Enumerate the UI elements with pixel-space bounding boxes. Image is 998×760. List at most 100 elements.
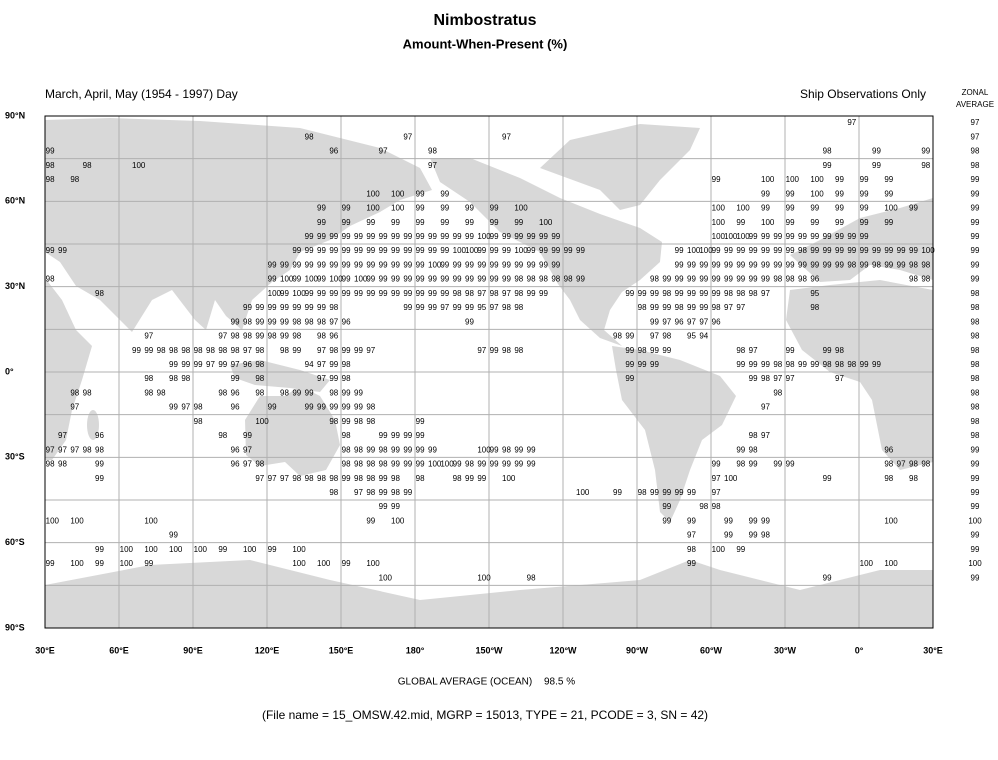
cell-value: 98	[305, 317, 314, 326]
cell-value: 100	[366, 204, 380, 213]
zonal-value: 99	[971, 246, 980, 255]
cell-value: 98	[786, 360, 795, 369]
zonal-value: 99	[971, 502, 980, 511]
cell-value: 98	[502, 445, 511, 454]
cell-value: 99	[749, 246, 758, 255]
cell-value: 99	[761, 260, 770, 269]
cell-value: 99	[490, 218, 499, 227]
cell-value: 98	[823, 147, 832, 156]
cell-value: 100	[144, 545, 158, 554]
cell-value: 100	[120, 559, 134, 568]
cell-value: 99	[724, 246, 733, 255]
cell-value: 99	[453, 275, 462, 284]
cell-value: 100	[884, 516, 898, 525]
cell-value: 98	[551, 275, 560, 284]
cell-value: 98	[292, 332, 301, 341]
cell-value: 99	[736, 246, 745, 255]
cell-value: 99	[354, 388, 363, 397]
cell-value: 99	[884, 218, 893, 227]
cell-value: 98	[46, 161, 55, 170]
cell-value: 97	[329, 317, 338, 326]
grid	[44, 115, 934, 629]
cell-value: 97	[786, 374, 795, 383]
cell-value: 99	[329, 360, 338, 369]
cell-value: 100	[169, 545, 183, 554]
cell-value: 98	[712, 303, 721, 312]
zonal-value: 97	[971, 132, 980, 141]
cell-value: 98	[317, 474, 326, 483]
cell-value: 98	[95, 289, 104, 298]
cell-value: 99	[243, 431, 252, 440]
cell-value: 99	[342, 559, 351, 568]
y-tick-label: 0°	[5, 366, 14, 376]
cell-value: 99	[169, 531, 178, 540]
cell-value: 99	[835, 204, 844, 213]
cell-value: 99	[514, 445, 523, 454]
cell-value: 99	[342, 417, 351, 426]
cell-value: 97	[243, 445, 252, 454]
cell-value: 100	[144, 516, 158, 525]
cell-value: 99	[379, 232, 388, 241]
cell-value: 97	[70, 403, 79, 412]
cell-value: 99	[823, 346, 832, 355]
cell-value: 99	[490, 460, 499, 469]
cell-value: 99	[810, 260, 819, 269]
cell-value: 99	[798, 232, 807, 241]
cell-value: 99	[305, 246, 314, 255]
cell-value: 98	[354, 417, 363, 426]
cell-value: 99	[366, 275, 375, 284]
cell-value: 99	[255, 303, 264, 312]
cell-value: 98	[329, 474, 338, 483]
cell-value: 98	[255, 346, 264, 355]
cell-value: 99	[440, 232, 449, 241]
cell-value: 100	[860, 559, 874, 568]
cell-value: 99	[810, 232, 819, 241]
cell-value: 97	[650, 332, 659, 341]
cell-value: 99	[687, 289, 696, 298]
cell-value: 99	[342, 232, 351, 241]
cell-value: 99	[379, 289, 388, 298]
x-tick-label: 180°	[406, 645, 425, 655]
cell-value: 97	[218, 332, 227, 341]
australia	[245, 386, 340, 476]
cell-value: 99	[354, 403, 363, 412]
cell-value: 99	[292, 275, 301, 284]
zonal-value: 98	[971, 403, 980, 412]
cell-value: 99	[835, 218, 844, 227]
cell-value: 99	[465, 303, 474, 312]
cell-value: 99	[712, 275, 721, 284]
cell-value: 98	[329, 303, 338, 312]
cell-value: 97	[317, 360, 326, 369]
subtitle: Amount-When-Present (%)	[403, 36, 568, 51]
cell-value: 99	[329, 232, 338, 241]
cell-value: 99	[305, 289, 314, 298]
cell-value: 97	[206, 360, 215, 369]
cell-value: 97	[699, 317, 708, 326]
cell-value: 95	[687, 332, 696, 341]
cell-value: 98	[749, 431, 758, 440]
cell-value: 99	[440, 289, 449, 298]
cell-value: 99	[786, 460, 795, 469]
cell-value: 99	[391, 460, 400, 469]
cell-value: 99	[761, 360, 770, 369]
zonal-value: 99	[971, 260, 980, 269]
cell-value: 99	[231, 317, 240, 326]
cell-value: 99	[342, 218, 351, 227]
cell-value: 98	[687, 545, 696, 554]
cell-value: 98	[169, 346, 178, 355]
cell-value: 99	[268, 303, 277, 312]
cell-value: 100	[280, 275, 294, 284]
zonal-value: 99	[971, 573, 980, 582]
cell-value: 98	[514, 346, 523, 355]
cell-value: 97	[662, 317, 671, 326]
period: March, April, May (1954 - 1997) Day	[45, 87, 238, 101]
cell-value: 99	[650, 317, 659, 326]
cell-value: 99	[761, 516, 770, 525]
y-tick-label: 90°S	[5, 622, 25, 632]
cell-value: 98	[342, 445, 351, 454]
cell-value: 98	[181, 346, 190, 355]
cell-value: 99	[255, 317, 264, 326]
cell-value: 99	[884, 246, 893, 255]
cell-value: 99	[786, 246, 795, 255]
cell-value: 100	[354, 275, 368, 284]
